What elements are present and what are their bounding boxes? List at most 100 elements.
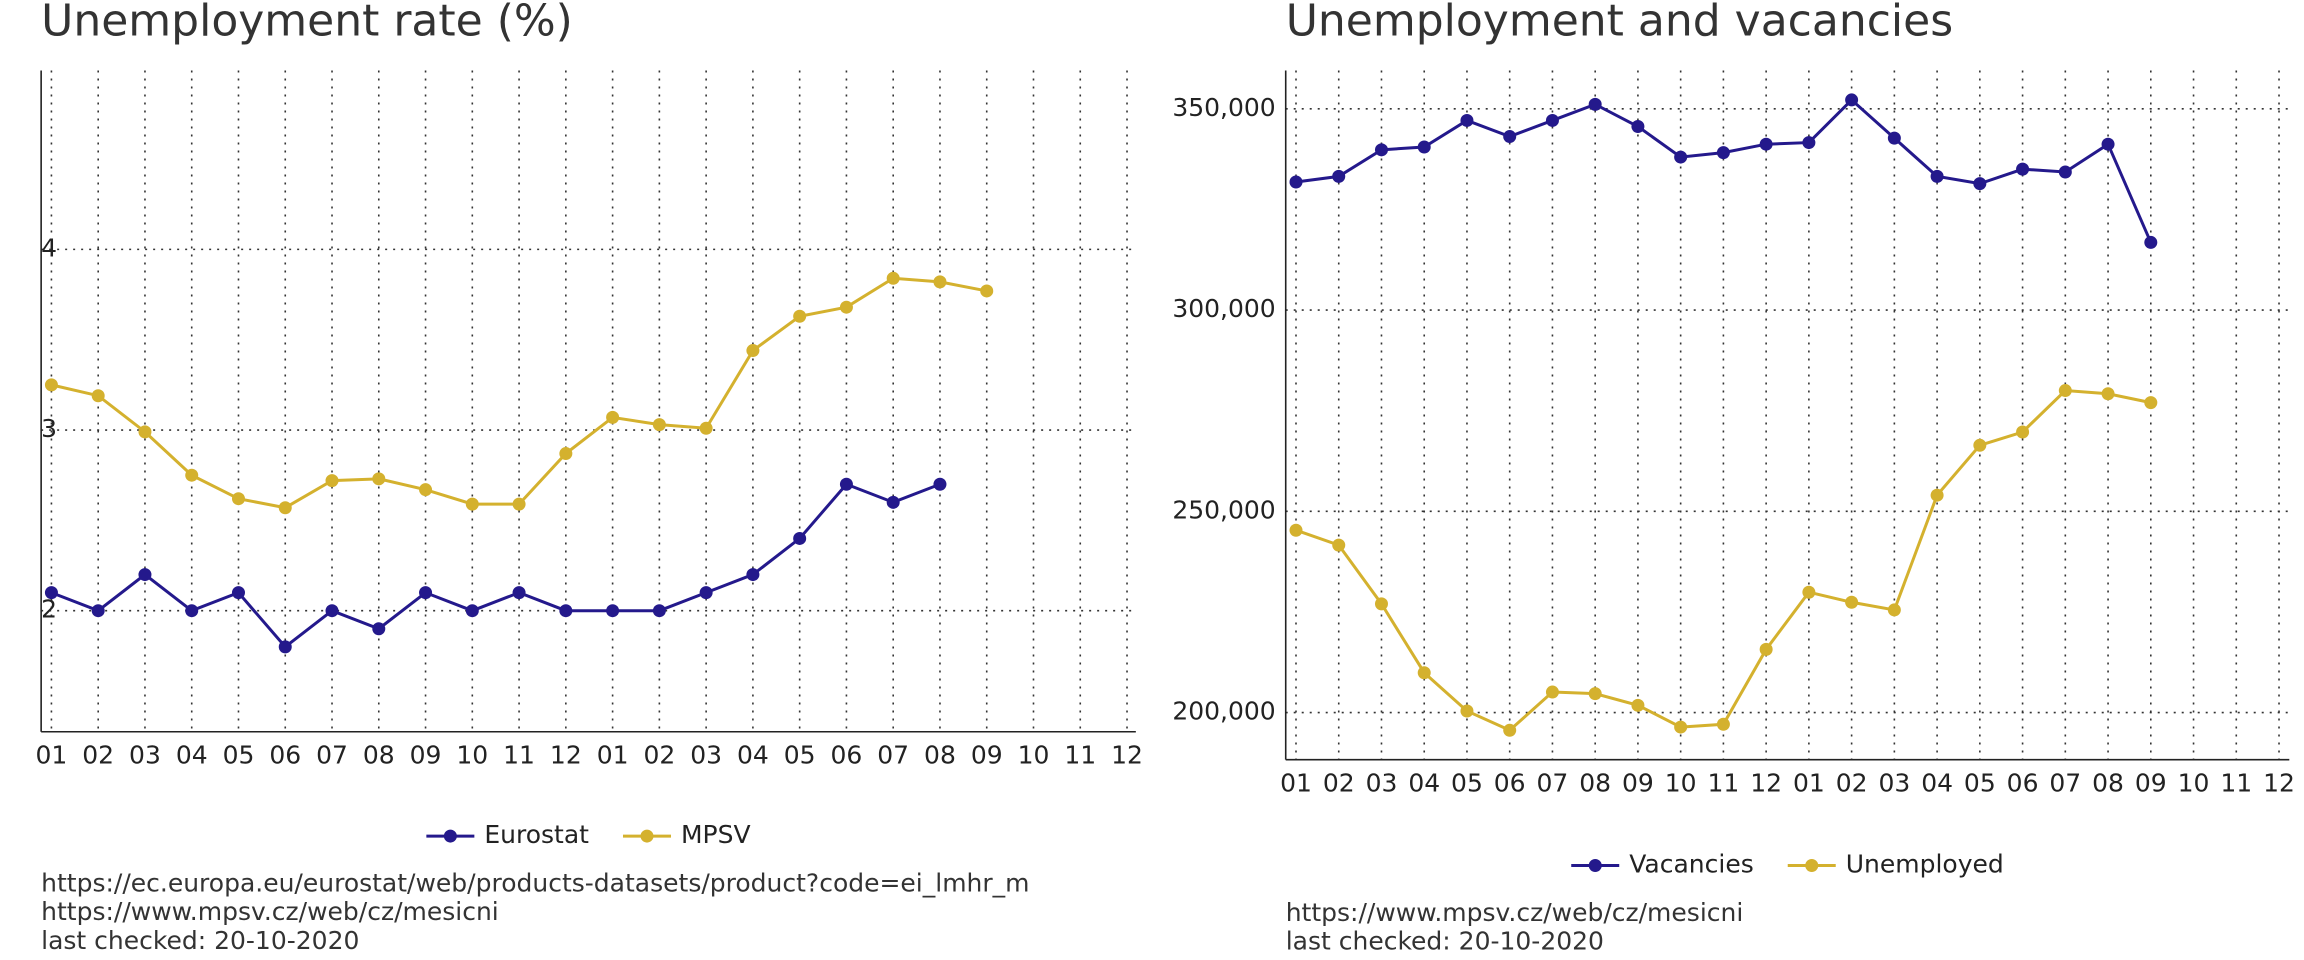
source-note: last checked: 20-10-2020: [1286, 927, 1604, 956]
x-tick-label: 09: [410, 741, 442, 770]
point: [933, 477, 947, 491]
x-tick-label: 08: [363, 741, 395, 770]
x-tick-label: 09: [1622, 769, 1654, 798]
source-note: https://www.mpsv.cz/web/cz/mesicni: [41, 897, 499, 926]
point: [465, 604, 479, 618]
point: [1631, 119, 1645, 133]
point: [746, 344, 760, 358]
x-tick-label: 08: [2092, 769, 2124, 798]
y-tick-label: 300,000: [1172, 294, 1275, 323]
point: [2016, 162, 2030, 176]
point: [278, 501, 292, 515]
x-tick-label: 12: [2263, 769, 2295, 798]
point: [1588, 97, 1602, 111]
x-tick-label: 02: [1836, 769, 1868, 798]
point: [1930, 488, 1944, 502]
y-tick-label: 2: [41, 595, 57, 624]
point: [2016, 425, 2030, 439]
point: [419, 483, 433, 497]
source-note: https://ec.europa.eu/eurostat/web/produc…: [41, 869, 1029, 898]
point: [1503, 723, 1517, 737]
point: [1802, 136, 1816, 150]
legend-label: MPSV: [681, 820, 751, 849]
point: [1460, 704, 1474, 718]
point: [1973, 177, 1987, 191]
point: [1887, 131, 1901, 145]
point: [1759, 642, 1773, 656]
x-tick-label: 07: [1537, 769, 1569, 798]
point: [1759, 137, 1773, 151]
x-tick-label: 06: [269, 741, 301, 770]
point: [1588, 687, 1602, 701]
chart-title: Unemployment rate (%): [41, 0, 573, 47]
x-tick-label: 09: [2135, 769, 2167, 798]
point: [465, 497, 479, 511]
point: [231, 492, 245, 506]
x-tick-label: 05: [223, 741, 255, 770]
legend-dot: [640, 829, 654, 843]
point: [1845, 595, 1859, 609]
y-tick-label: 350,000: [1172, 93, 1275, 122]
point: [933, 275, 947, 289]
point: [1716, 146, 1730, 160]
point: [793, 309, 807, 323]
x-tick-label: 10: [456, 741, 488, 770]
x-tick-label: 07: [2049, 769, 2081, 798]
x-tick-label: 10: [1018, 741, 1050, 770]
point: [1631, 698, 1645, 712]
source-note: last checked: 20-10-2020: [41, 926, 359, 955]
x-tick-label: 06: [831, 741, 863, 770]
x-tick-label: 07: [316, 741, 348, 770]
point: [325, 474, 339, 488]
point: [1332, 538, 1346, 552]
x-tick-label: 05: [1451, 769, 1483, 798]
point: [231, 586, 245, 600]
point: [512, 586, 526, 600]
point: [2101, 387, 2115, 401]
point: [278, 640, 292, 654]
point: [419, 586, 433, 600]
point: [138, 425, 152, 439]
x-tick-label: 06: [2007, 769, 2039, 798]
series-line: [50, 482, 941, 649]
x-tick-label: 12: [1111, 741, 1143, 770]
y-tick-label: 3: [41, 414, 57, 443]
point: [1674, 720, 1688, 734]
chart-title: Unemployment and vacancies: [1286, 0, 1953, 47]
point: [512, 497, 526, 511]
point: [652, 418, 666, 432]
point: [325, 604, 339, 618]
point: [699, 586, 713, 600]
point: [372, 622, 386, 636]
y-tick-label: 200,000: [1172, 697, 1275, 726]
x-tick-label: 09: [971, 741, 1003, 770]
point: [559, 604, 573, 618]
legend-label: Eurostat: [484, 820, 589, 849]
point: [606, 604, 620, 618]
x-tick-label: 04: [1408, 769, 1440, 798]
point: [1332, 169, 1346, 183]
x-tick-label: 04: [737, 741, 769, 770]
y-tick-label: 4: [41, 233, 57, 262]
x-tick-label: 08: [924, 741, 956, 770]
point: [372, 472, 386, 486]
x-tick-label: 10: [2178, 769, 2210, 798]
x-tick-label: 11: [1064, 741, 1096, 770]
point: [1417, 140, 1431, 154]
point: [886, 271, 900, 285]
point: [1973, 438, 1987, 452]
x-tick-label: 01: [36, 741, 68, 770]
x-tick-label: 12: [550, 741, 582, 770]
x-tick-label: 01: [597, 741, 629, 770]
x-tick-label: 02: [643, 741, 675, 770]
x-tick-label: 11: [1707, 769, 1739, 798]
point: [185, 468, 199, 482]
x-tick-label: 10: [1665, 769, 1697, 798]
point: [1802, 585, 1816, 599]
x-tick-label: 02: [82, 741, 114, 770]
point: [138, 568, 152, 582]
point: [559, 447, 573, 461]
point: [1674, 150, 1688, 164]
point: [839, 477, 853, 491]
